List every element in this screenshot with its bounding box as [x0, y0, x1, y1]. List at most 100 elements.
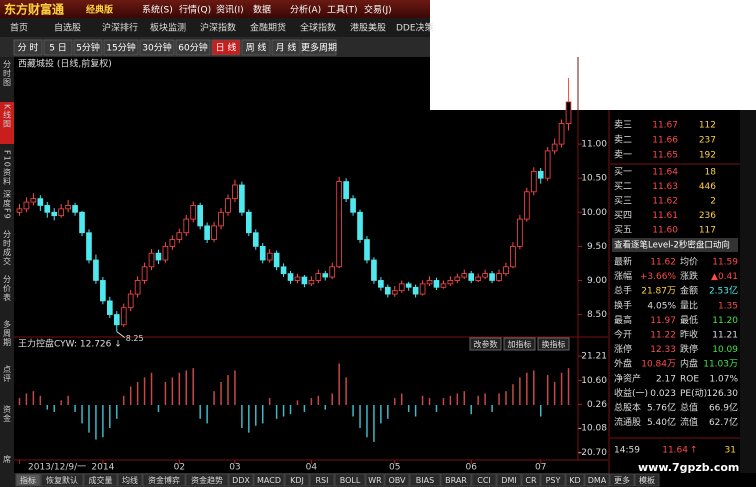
bottom-tab-label[interactable]: MACD	[257, 476, 281, 485]
menu-item[interactable]: 交易(J)	[364, 4, 392, 16]
sidebar-tab[interactable]: 深度F9	[3, 190, 12, 220]
sidebar-tab[interactable]: 点评	[3, 365, 12, 383]
nav-item[interactable]: 自选股	[54, 22, 81, 34]
period-label[interactable]: 5分钟	[76, 42, 100, 54]
nav-item[interactable]: 沪深指数	[200, 22, 236, 34]
bottom-tab[interactable]	[565, 473, 585, 487]
bottom-tab[interactable]	[309, 473, 335, 487]
menu-item[interactable]: 数据	[253, 4, 271, 16]
period-label[interactable]: 60分钟	[178, 42, 207, 54]
period-button[interactable]	[139, 39, 175, 56]
quote-link[interactable]: 查看逐笔Level-2秒密盘口动向	[614, 240, 730, 251]
sidebar-tab[interactable]: 分价表	[3, 275, 12, 302]
bottom-tab[interactable]	[409, 473, 441, 487]
bottom-tab[interactable]	[142, 473, 186, 487]
bottom-tab-label[interactable]: BRAR	[445, 476, 467, 485]
menu-item[interactable]: 工具(T)	[327, 5, 358, 16]
bottom-tab[interactable]	[496, 473, 522, 487]
sidebar-tab[interactable]: K线图	[3, 104, 12, 128]
menu-item[interactable]: 系统(S)	[142, 4, 173, 16]
bottom-tab[interactable]	[284, 473, 310, 487]
period-button[interactable]	[13, 39, 43, 56]
period-label[interactable]: 15分钟	[106, 42, 135, 54]
sidebar-tab[interactable]: F10资料	[3, 150, 12, 186]
bottom-tab[interactable]	[40, 473, 84, 487]
indicator-button[interactable]	[537, 337, 570, 351]
period-button[interactable]	[241, 39, 271, 56]
bottom-tab-label[interactable]: CR	[525, 476, 537, 485]
bottom-tab[interactable]	[584, 473, 610, 487]
bottom-tab-label[interactable]: DMA	[588, 476, 607, 485]
bottom-tab-label[interactable]: PSY	[546, 476, 561, 485]
period-button[interactable]	[271, 39, 301, 56]
bottom-tab-label[interactable]: 指标	[20, 475, 36, 485]
period-label[interactable]: 30分钟	[142, 42, 171, 54]
period-button[interactable]	[301, 39, 337, 56]
bottom-tab[interactable]	[334, 473, 366, 487]
bottom-tab[interactable]	[521, 473, 541, 487]
bottom-tab-label[interactable]: RSI	[316, 476, 329, 485]
period-label[interactable]: 日 线	[216, 42, 237, 54]
bottom-tab-label[interactable]: KDJ	[290, 476, 304, 485]
bottom-tab-label[interactable]: 恢复默认	[46, 475, 78, 485]
period-button[interactable]	[211, 39, 241, 56]
nav-item[interactable]: 沪深排行	[102, 22, 138, 34]
bottom-tab-label[interactable]: WR	[368, 476, 382, 485]
indicator-button[interactable]	[503, 337, 536, 351]
sidebar-tab[interactable]: 多周期	[3, 319, 12, 347]
bottom-tab-label[interactable]: 成交量	[89, 475, 113, 485]
period-button[interactable]	[175, 39, 211, 56]
period-label[interactable]: 5 日	[49, 43, 67, 54]
nav-item[interactable]: 首页	[10, 22, 28, 34]
period-button[interactable]	[73, 39, 103, 56]
bottom-tab-label[interactable]: BOLL	[340, 476, 361, 485]
bottom-tab[interactable]	[471, 473, 497, 487]
menu-item[interactable]: 分析(A)	[290, 4, 321, 16]
indicator-button[interactable]	[469, 337, 502, 351]
menu-item[interactable]: 行情(Q)	[179, 4, 211, 16]
period-label[interactable]: 分 时	[18, 42, 39, 54]
bottom-tab-label[interactable]: DDX	[232, 476, 250, 485]
bottom-tab-label[interactable]: CCI	[477, 476, 491, 485]
bottom-tab[interactable]	[83, 473, 118, 487]
sidebar-tab[interactable]: 资金	[3, 404, 12, 423]
bottom-tab[interactable]	[540, 473, 566, 487]
nav-item[interactable]: 港股美股	[350, 22, 386, 34]
period-label[interactable]: 更多周期	[301, 42, 337, 54]
menu-item[interactable]: 资讯(I)	[216, 5, 244, 16]
bottom-tab-label[interactable]: KD	[569, 476, 580, 485]
nav-item[interactable]: DDE决策	[396, 22, 434, 34]
bottom-tab[interactable]	[253, 473, 285, 487]
bottom-tab-label[interactable]: OBV	[388, 476, 406, 485]
sidebar-tab[interactable]: 分时图	[3, 60, 12, 87]
bottom-tab[interactable]	[185, 473, 229, 487]
bottom-tab[interactable]	[15, 473, 41, 487]
bottom-tab[interactable]	[365, 473, 385, 487]
bottom-tab[interactable]	[384, 473, 410, 487]
bottom-tab[interactable]	[440, 473, 472, 487]
bottom-tab[interactable]	[609, 473, 635, 487]
bottom-tab[interactable]	[634, 473, 660, 487]
bottom-tab-label[interactable]: 均线	[122, 475, 138, 485]
period-label[interactable]: 月 线	[276, 42, 297, 54]
nav-item[interactable]: 板块监测	[150, 22, 186, 34]
sidebar-tab[interactable]: 席	[3, 454, 12, 464]
quote-link-bg[interactable]	[612, 238, 738, 252]
nav-item[interactable]: 金融期货	[250, 22, 286, 34]
indicator-button-label[interactable]: 加指标	[508, 339, 532, 349]
indicator-button-label[interactable]: 换指标	[542, 339, 566, 349]
sidebar-tab[interactable]: 分时成交	[3, 230, 12, 266]
bottom-tab-label[interactable]: 资金博弈	[148, 475, 180, 485]
indicator-button-label[interactable]: 改参数	[474, 339, 498, 349]
bottom-tab-label[interactable]: 更多	[614, 475, 630, 485]
bottom-tab[interactable]	[228, 473, 254, 487]
period-button[interactable]	[43, 39, 73, 56]
nav-item[interactable]: 全球指数	[300, 22, 336, 34]
bottom-tab-label[interactable]: 模板	[639, 475, 655, 485]
bottom-tab-label[interactable]: 资金趋势	[191, 475, 223, 485]
bottom-tab-label[interactable]: BIAS	[416, 476, 434, 485]
bottom-tab[interactable]	[117, 473, 143, 487]
bottom-tab-label[interactable]: DMI	[501, 476, 516, 485]
period-label[interactable]: 周 线	[246, 42, 267, 54]
period-button[interactable]	[103, 39, 139, 56]
